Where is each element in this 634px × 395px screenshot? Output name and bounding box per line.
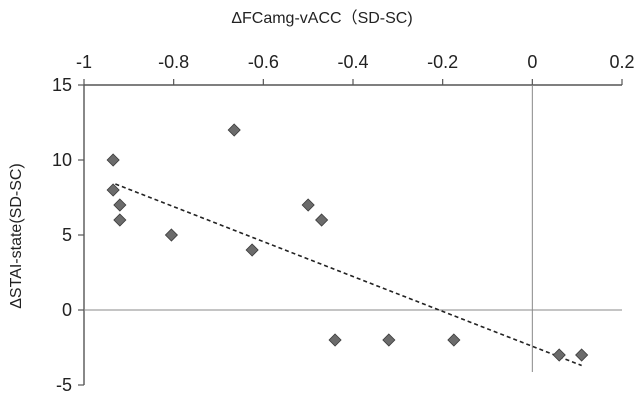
x-tick-label: -0.4	[337, 52, 368, 72]
data-point	[552, 348, 566, 362]
points-layer	[106, 123, 589, 362]
x-tick-label: -0.2	[427, 52, 458, 72]
x-tick-label: 0.2	[609, 52, 634, 72]
x-tick-label: -0.8	[158, 52, 189, 72]
data-point	[106, 183, 120, 197]
data-point	[245, 243, 259, 257]
y-axis-title: ΔSTAI-state(SD-SC)	[8, 163, 25, 309]
data-point	[301, 198, 315, 212]
y-tick-label: 10	[52, 150, 72, 170]
y-tick-label: 0	[62, 300, 72, 320]
y-tick-label: -5	[56, 375, 72, 395]
data-point	[328, 333, 342, 347]
data-point	[315, 213, 329, 227]
data-point	[447, 333, 461, 347]
x-tick-label: -0.6	[248, 52, 279, 72]
data-point	[227, 123, 241, 137]
data-point	[382, 333, 396, 347]
tick-labels-layer: -1 -0.8 -0.6 -0.4 -0.2 0 0.2 -5 0 5 10 15	[52, 52, 634, 395]
axes-layer	[78, 79, 623, 386]
data-point	[164, 228, 178, 242]
data-point	[106, 153, 120, 167]
trendline	[115, 183, 582, 367]
data-point	[113, 198, 127, 212]
x-tick-label: 0	[527, 52, 537, 72]
trendline-layer	[115, 183, 582, 367]
x-axis-title: ΔFCamg-vACC（SD-SC)	[231, 9, 412, 27]
data-point	[575, 348, 589, 362]
x-tick-label: -1	[76, 52, 92, 72]
data-point	[113, 213, 127, 227]
y-tick-label: 5	[62, 225, 72, 245]
y-tick-label: 15	[52, 75, 72, 95]
